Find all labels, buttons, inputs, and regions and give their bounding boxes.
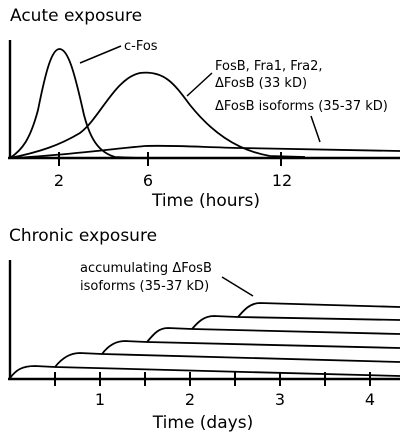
accum-leader [221,276,254,297]
accum-label-line2: isoforms (35-37 kD) [80,279,209,294]
fosb-label-line2: ΔFosB (33 kD) [215,76,307,91]
cfos-label: c-Fos [124,39,158,54]
accum-curve-1 [9,365,400,379]
chronic-tick-label-3: 3 [275,390,285,409]
chronic-tick-label-1: 1 [95,390,105,409]
dfosb-isoforms-leader [310,115,321,143]
fosb-leader [186,72,213,97]
chronic-tick-label-2: 2 [185,390,195,409]
fosb-curve [9,71,306,159]
accum-curve-3 [101,340,400,355]
accum-curve-5 [191,315,400,330]
acute-x-label: Time (hours) [151,191,260,211]
chronic-x-label: Time (days) [152,413,253,433]
acute-title: Acute exposure [10,6,142,26]
chronic-title: Chronic exposure [9,226,157,246]
dfosb-isoforms-label: ΔFosB isoforms (35-37 kD) [215,99,388,114]
chronic-tick-label-4: 4 [365,390,375,409]
cfos-leader [79,45,122,64]
dfosb-isoforms-curve [9,144,400,159]
acute-tick-label-12: 12 [272,171,292,190]
acute-tick-label-2: 2 [54,171,64,190]
accum-label-line1: accumulating ΔFosB [80,261,212,276]
accum-curve-4 [146,327,400,343]
acute-tick-label-6: 6 [143,171,153,190]
accum-curve-2 [54,352,400,368]
fosb-label-line1: FosB, Fra1, Fra2, [215,59,323,74]
accum-curve-6 [237,302,400,318]
cfos-curve [9,48,141,159]
